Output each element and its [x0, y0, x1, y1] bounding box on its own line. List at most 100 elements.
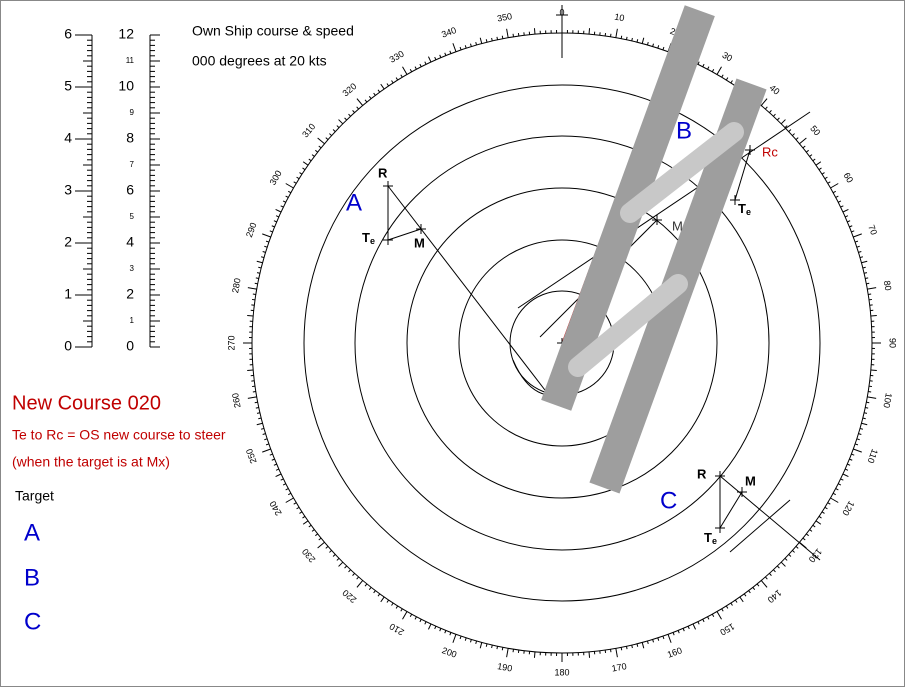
- bearing-tick: [479, 642, 483, 649]
- bearing-tick: [636, 643, 639, 647]
- bearing-tick: [439, 628, 442, 632]
- scale-label: 9: [130, 108, 135, 117]
- bearing-tick: [452, 634, 457, 643]
- bearing-tick: [501, 647, 504, 651]
- a-vector: [387, 228, 422, 241]
- range-ring: [354, 135, 770, 551]
- bearing-tick: [844, 215, 849, 218]
- bearing-tick: [662, 635, 665, 640]
- bearing-tick: [452, 43, 457, 52]
- bearing-label: 40: [767, 83, 781, 97]
- scale-label: 0: [126, 338, 134, 354]
- bearing-label: 270: [226, 335, 236, 350]
- bearing-tick: [247, 287, 257, 290]
- point-label: Te: [704, 530, 717, 546]
- bearing-tick: [299, 172, 303, 175]
- bearing-tick: [247, 396, 257, 399]
- bearing-tick: [760, 98, 768, 106]
- bearing-tick: [506, 648, 509, 658]
- bearing-label: 50: [808, 123, 822, 137]
- bearing-label: 30: [720, 50, 734, 64]
- scale-label: 12: [118, 26, 134, 42]
- plot-points: [383, 145, 755, 533]
- bearing-tick: [256, 260, 263, 264]
- bearing-tick: [588, 28, 591, 35]
- bearing-tick: [641, 37, 645, 44]
- bearing-tick: [692, 623, 697, 630]
- bearing-label: 260: [230, 392, 242, 409]
- range-ring: [406, 187, 718, 499]
- bearing-tick: [859, 256, 864, 259]
- bearing-label: 100: [881, 392, 893, 409]
- bearing-tick: [799, 137, 807, 145]
- bearing-tick: [338, 561, 344, 567]
- bearing-tick: [780, 119, 786, 125]
- new-course-title: New Course 020: [12, 392, 161, 414]
- bearing-tick: [849, 225, 853, 228]
- bearing-tick: [273, 463, 277, 466]
- bearing-tick: [866, 401, 870, 404]
- bearing-tick: [847, 220, 851, 223]
- bearing-tick: [854, 443, 859, 446]
- bearing-tick: [262, 233, 271, 238]
- point-label: M: [414, 235, 425, 250]
- c-vector: [719, 491, 743, 529]
- bearing-tick: [863, 272, 868, 274]
- bearing-tick: [285, 183, 294, 189]
- bearing-tick: [380, 596, 385, 603]
- bearing-tick: [854, 240, 859, 243]
- bearing-tick: [459, 635, 462, 640]
- bearing-tick: [861, 260, 868, 264]
- bearing-tick: [302, 520, 309, 525]
- a-rel-motion: [387, 185, 549, 395]
- bearing-tick: [815, 520, 822, 525]
- bearing-label: 10: [614, 12, 626, 24]
- bearing-tick: [364, 583, 368, 587]
- bearing-tick: [479, 37, 483, 44]
- bearing-tick: [842, 473, 849, 478]
- bearing-tick: [862, 417, 866, 420]
- bearing-tick: [247, 314, 254, 317]
- bearing-tick: [275, 208, 282, 213]
- bearing-label: 90: [888, 338, 898, 348]
- scale-label: 10: [118, 78, 134, 94]
- bearing-label: 280: [230, 277, 242, 294]
- bearing-tick: [356, 580, 364, 588]
- targets-heading: Target: [15, 488, 54, 504]
- scale-label: 6: [64, 26, 72, 42]
- point-label: Te: [362, 230, 375, 246]
- bearing-tick: [256, 422, 263, 426]
- bearing-tick: [862, 266, 866, 269]
- bearing-tick: [849, 458, 853, 461]
- scale-label: 6: [126, 182, 134, 198]
- bearing-tick: [784, 125, 788, 129]
- bearing-tick: [439, 54, 442, 58]
- bearing-tick: [870, 314, 877, 317]
- bearing-tick: [269, 230, 273, 233]
- bearing-tick: [620, 647, 623, 651]
- bearing-label: 70: [866, 224, 879, 237]
- point-label: Te: [738, 201, 751, 217]
- bearing-tick: [677, 630, 680, 634]
- target-label: B: [676, 117, 692, 144]
- point-label: R: [697, 466, 707, 481]
- bearing-tick: [317, 137, 325, 145]
- bearing-tick: [402, 66, 408, 75]
- bearing-tick: [863, 412, 868, 414]
- bearing-label: 80: [882, 280, 894, 292]
- bearing-tick: [853, 448, 862, 453]
- bearing-tick: [830, 183, 839, 189]
- bearing-tick: [356, 98, 364, 106]
- bearing-tick: [318, 145, 322, 149]
- scale-label: 7: [130, 160, 135, 169]
- bearing-tick: [533, 28, 536, 35]
- bearing-tick: [444, 630, 447, 634]
- bearing-tick: [667, 634, 672, 643]
- bearing-label: 170: [611, 661, 628, 673]
- bearing-tick: [615, 28, 618, 38]
- c-rel-motion: [719, 475, 821, 561]
- bearing-tick: [780, 561, 786, 567]
- bearing-tick: [275, 215, 280, 218]
- bearing-tick: [815, 161, 822, 166]
- bearing-tick: [269, 453, 273, 456]
